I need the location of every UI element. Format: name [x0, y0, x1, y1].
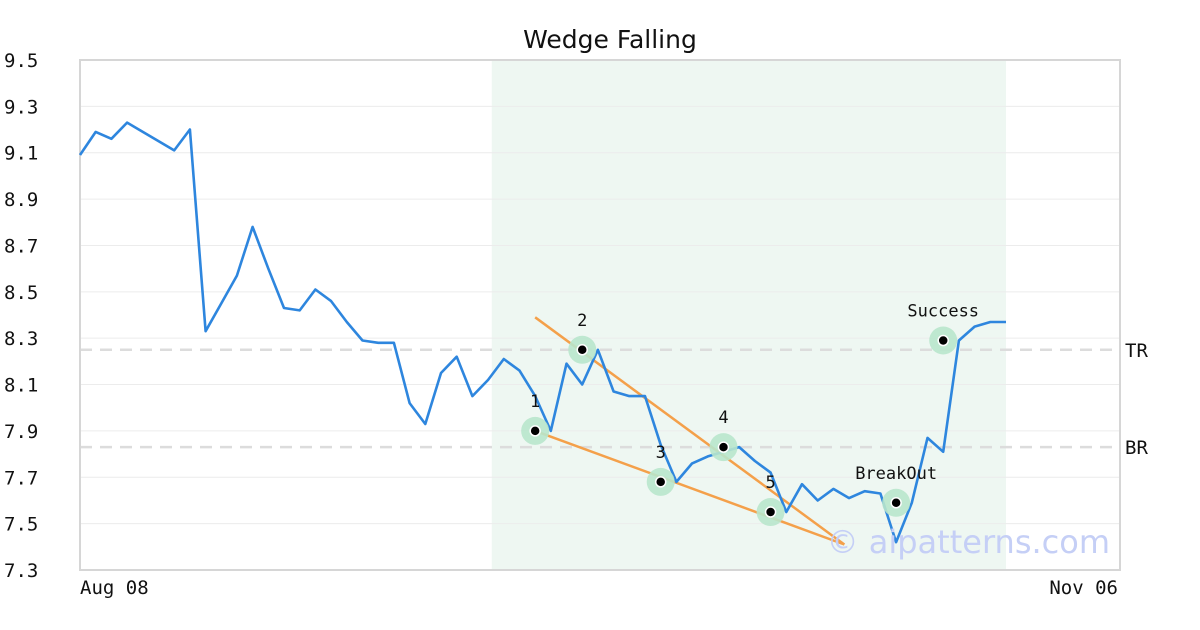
chart-title: Wedge Falling [523, 25, 697, 54]
plot-frame [79, 59, 1121, 571]
price-series-line [78, 121, 1006, 544]
y-tick-label: 9.5 [4, 50, 38, 72]
y-tick-label: 8.5 [4, 282, 38, 304]
y-axis-ticks: 9.5 9.3 9.1 8.9 8.7 8.5 8.3 8.1 7.9 7.7 7.5 7.3 [4, 50, 38, 582]
y-tick-label: 8.7 [4, 235, 38, 257]
x-tick-label: Nov 06 [1049, 577, 1118, 599]
level-label-tr: TR [1125, 340, 1148, 362]
lower-trendline [534, 429, 845, 546]
pattern-markers: 1 2 3 4 5 BreakOut Success [521, 302, 979, 527]
marker-label: 3 [656, 443, 666, 463]
marker-label: 1 [530, 392, 540, 412]
marker-label: BreakOut [855, 464, 937, 484]
y-tick-label: 7.3 [4, 560, 38, 582]
marker-label: 5 [765, 473, 775, 493]
y-tick-label: 9.1 [4, 143, 38, 165]
y-tick-label: 7.9 [4, 421, 38, 443]
y-tick-label: 8.9 [4, 189, 38, 211]
marker-point [529, 425, 541, 437]
marker-point [654, 476, 667, 488]
x-axis-ticks: Aug 08 Nov 06 [80, 577, 1118, 599]
marker-point [717, 441, 730, 453]
y-tick-label: 8.1 [4, 375, 38, 397]
y-tick-label: 7.5 [4, 514, 38, 536]
marker-label: 2 [577, 311, 587, 331]
marker-label: Success [907, 302, 979, 322]
gridlines [80, 105, 1120, 525]
marker-point [937, 334, 949, 347]
marker-point [764, 506, 777, 518]
y-tick-label: 9.3 [4, 96, 38, 118]
marker-point [576, 344, 588, 356]
pattern-highlight-region [491, 61, 1007, 569]
x-tick-label: Aug 08 [80, 577, 149, 599]
marker-label: 4 [718, 408, 728, 428]
watermark: © aipatterns.com [827, 523, 1110, 561]
marker-point [890, 497, 902, 509]
y-tick-label: 8.3 [4, 328, 38, 350]
level-label-br: BR [1125, 437, 1148, 459]
y-tick-label: 7.7 [4, 467, 38, 489]
